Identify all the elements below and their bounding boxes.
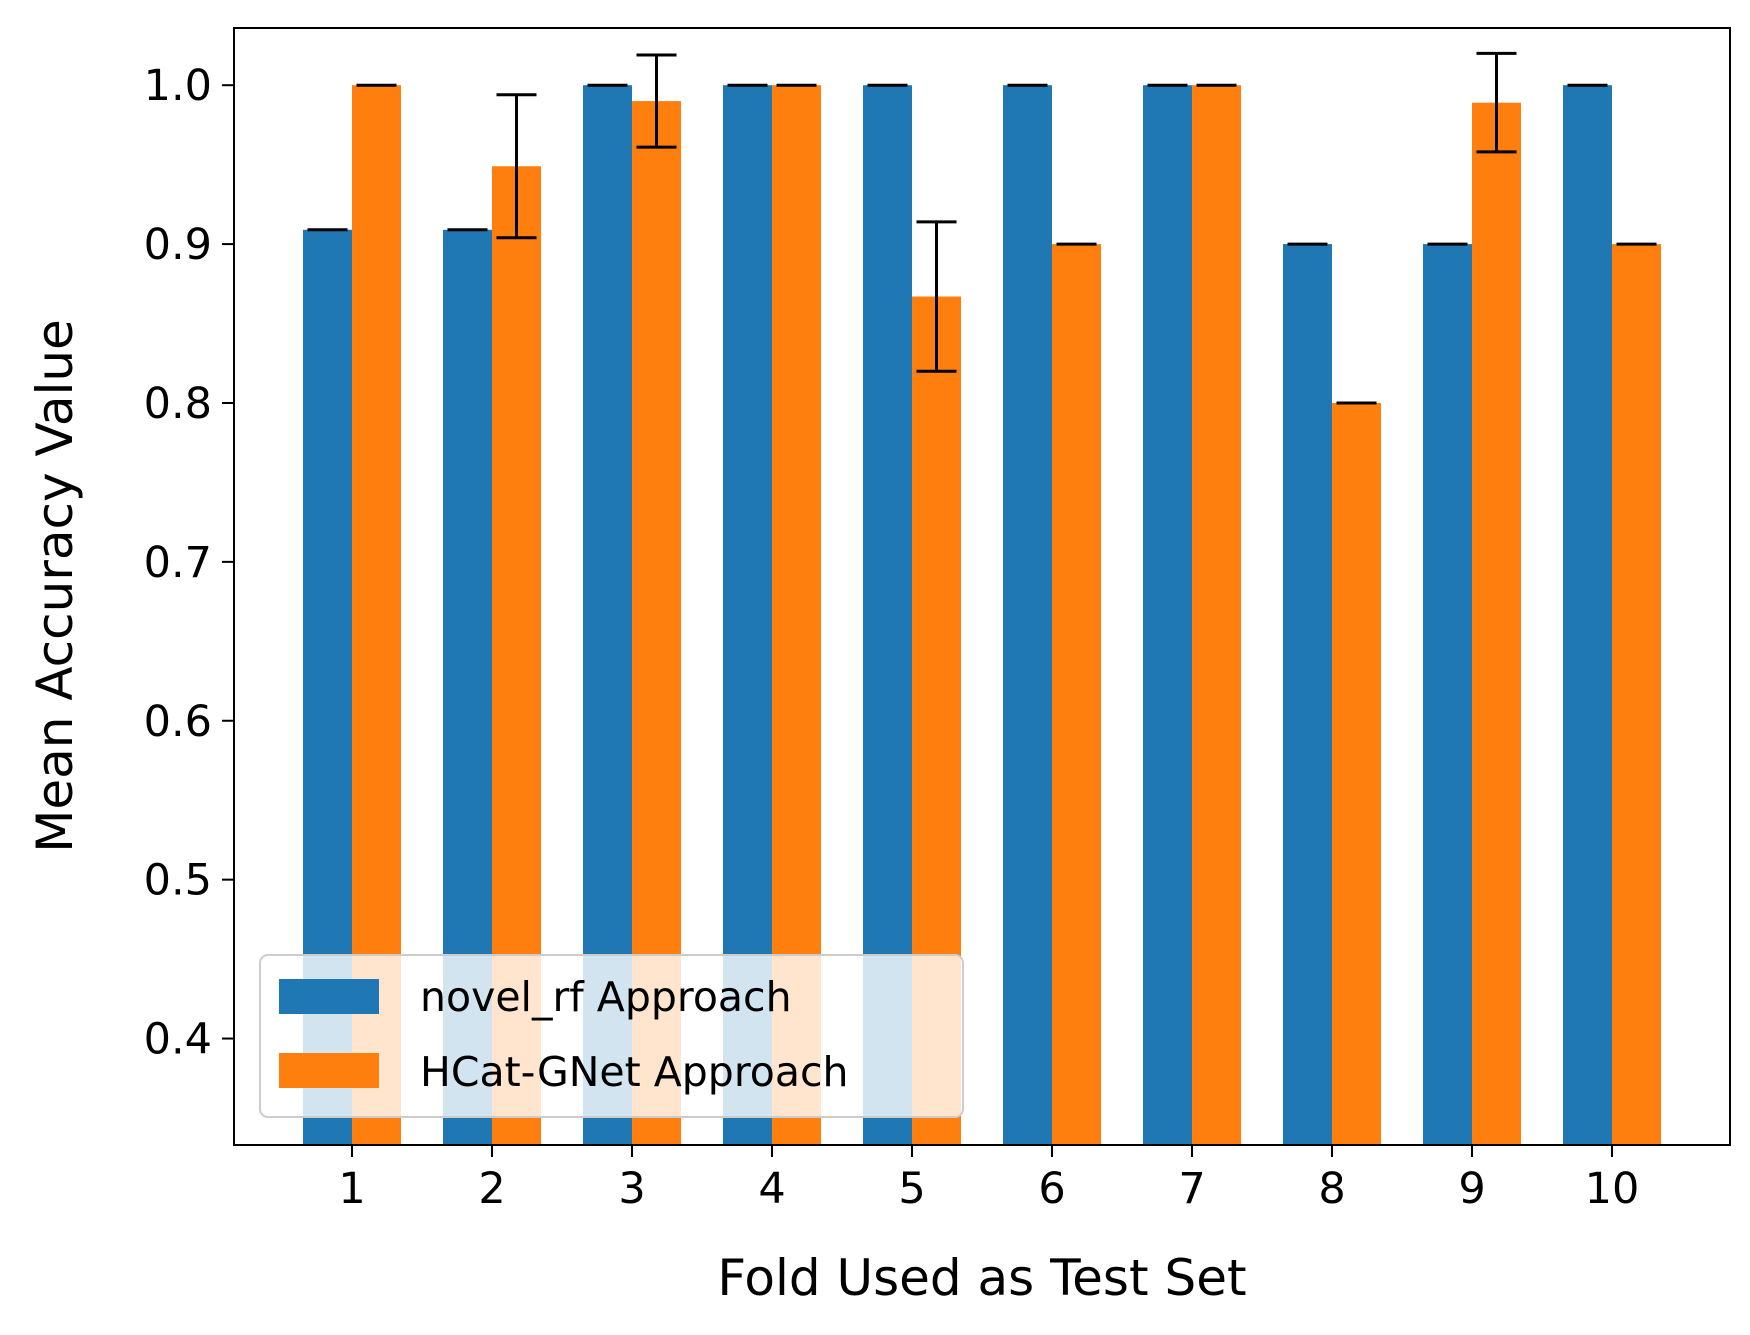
y-tick-label: 0.7 [144, 538, 212, 588]
legend-label-hcat-gnet: HCat-GNet Approach [420, 1048, 849, 1096]
y-tick-label: 0.4 [144, 1015, 212, 1065]
y-tick-label: 0.9 [144, 220, 212, 270]
x-tick-label: 10 [1585, 1164, 1640, 1214]
x-tick-label: 4 [758, 1164, 785, 1214]
x-tick-label: 5 [898, 1164, 925, 1214]
error-bar-hcat-gnet-fold-5 [916, 220, 957, 373]
bar-novel-rf-fold-10 [1563, 85, 1612, 1146]
error-bar-hcat-gnet-fold-3 [636, 53, 677, 149]
x-tick-label: 8 [1318, 1164, 1345, 1214]
bar-novel-rf-fold-6 [1003, 85, 1052, 1146]
y-tick-label: 0.8 [144, 379, 212, 429]
x-tick-label: 9 [1458, 1164, 1485, 1214]
legend: novel_rf Approach HCat-GNet Approach [259, 954, 964, 1118]
bar-hcat-gnet-fold-8 [1332, 402, 1381, 1145]
x-tick-label: 7 [1178, 1164, 1205, 1214]
bar-novel-rf-fold-7 [1143, 85, 1192, 1146]
plot-frame [233, 27, 1731, 1146]
error-bar-hcat-gnet-fold-2 [496, 93, 537, 240]
y-axis-title: Mean Accuracy Value [26, 319, 84, 853]
bar-hcat-gnet-fold-9 [1472, 102, 1521, 1146]
error-bar-hcat-gnet-fold-9 [1476, 51, 1517, 154]
bar-novel-rf-fold-9 [1423, 244, 1472, 1145]
legend-swatch-novel-rf [279, 979, 379, 1014]
y-tick-label: 1.0 [144, 61, 212, 111]
y-axis: 0.4 0.5 0.6 0.7 0.8 0.9 1.0 [144, 61, 234, 1065]
x-axis-title: Fold Used as Test Set [717, 1249, 1246, 1307]
y-tick-label: 0.5 [144, 856, 212, 906]
x-tick-label: 1 [338, 1164, 365, 1214]
bar-hcat-gnet-fold-6 [1052, 244, 1101, 1145]
error-bars-layer [307, 51, 1657, 405]
bar-hcat-gnet-fold-10 [1612, 244, 1661, 1145]
x-tick-label: 2 [478, 1164, 505, 1214]
x-tick-label: 6 [1038, 1164, 1065, 1214]
x-tick-label: 3 [618, 1164, 645, 1214]
legend-box [259, 954, 964, 1118]
legend-label-novel-rf: novel_rf Approach [420, 973, 792, 1021]
y-tick-label: 0.6 [144, 697, 212, 747]
x-axis: 1 2 3 4 5 6 7 8 9 10 [338, 1145, 1639, 1214]
legend-swatch-hcat-gnet [279, 1053, 379, 1088]
bar-novel-rf-fold-8 [1283, 244, 1332, 1145]
bar-hcat-gnet-fold-7 [1192, 85, 1241, 1146]
